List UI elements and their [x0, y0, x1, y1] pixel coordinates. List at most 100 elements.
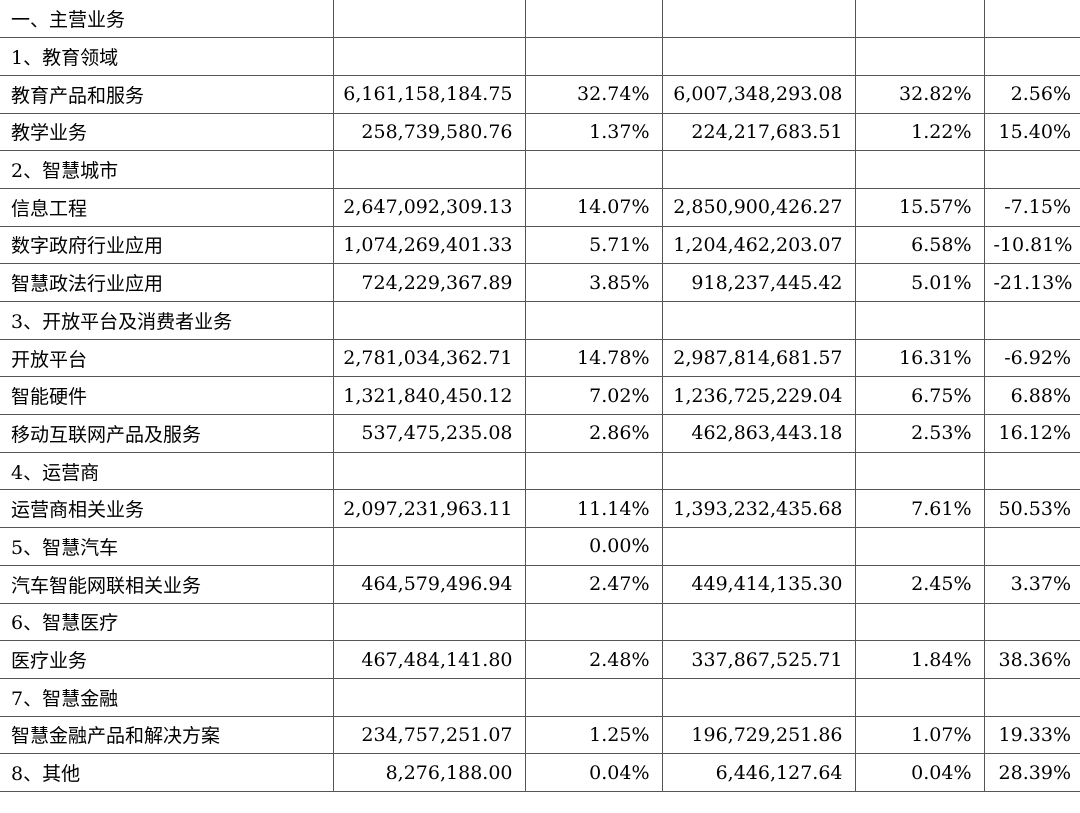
- value-cell: 15.57%: [854, 187, 985, 227]
- value-cell: 196,729,251.86: [661, 715, 856, 755]
- value-cell: [854, 602, 985, 642]
- value-cell: -7.15%: [983, 187, 1080, 227]
- value-cell: 6.58%: [854, 225, 985, 265]
- value-cell: 537,475,235.08: [332, 414, 526, 453]
- value-cell: 449,414,135.30: [661, 564, 856, 604]
- value-cell: [332, 451, 526, 491]
- value-cell: 464,579,496.94: [332, 564, 526, 604]
- value-cell: [983, 301, 1080, 340]
- value-cell: 1.25%: [524, 715, 663, 755]
- value-cell: [524, 0, 663, 39]
- row-label-cell: 8、其他: [0, 753, 334, 792]
- row-label-cell: 智能硬件: [0, 376, 334, 416]
- value-cell: 6.75%: [854, 376, 985, 416]
- table-row: 移动互联网产品及服务 537,475,235.08 2.86% 462,863,443…: [0, 414, 1080, 453]
- value-cell: 462,863,443.18: [661, 414, 856, 453]
- table-row: 5、智慧汽车 0.00%: [0, 527, 1080, 566]
- value-cell: -21.13%: [983, 263, 1080, 302]
- value-cell: 2.47%: [524, 564, 663, 604]
- value-cell: 3.85%: [524, 263, 663, 302]
- value-cell: 2.53%: [854, 414, 985, 453]
- value-cell: [983, 677, 1080, 717]
- row-label-cell: 数字政府行业应用: [0, 225, 334, 265]
- table-row: 医疗业务 467,484,141.80 2.48% 337,867,525.71 1.8…: [0, 640, 1080, 679]
- table-row: 智慧政法行业应用 724,229,367.89 3.85% 918,237,445.4…: [0, 263, 1080, 302]
- value-cell: 6,007,348,293.08: [661, 74, 856, 114]
- value-cell: 5.01%: [854, 263, 985, 302]
- value-cell: 1,236,725,229.04: [661, 376, 856, 416]
- row-label-cell: 信息工程: [0, 187, 334, 227]
- value-cell: [332, 677, 526, 717]
- value-cell: 918,237,445.42: [661, 263, 856, 302]
- value-cell: 32.74%: [524, 74, 663, 114]
- value-cell: [854, 37, 985, 76]
- table-body: 一、主营业务 1、教育领域 教育产品和服务 6,161,158,184.75 32.74…: [0, 0, 1080, 792]
- value-cell: [661, 451, 856, 491]
- value-cell: [854, 150, 985, 189]
- value-cell: 32.82%: [854, 74, 985, 114]
- revenue-table: 一、主营业务 1、教育领域 教育产品和服务 6,161,158,184.75 32.74…: [0, 0, 1080, 792]
- value-cell: [332, 301, 526, 340]
- value-cell: 6,446,127.64: [661, 753, 856, 792]
- value-cell: 3.37%: [983, 564, 1080, 604]
- value-cell: 1,321,840,450.12: [332, 376, 526, 416]
- row-label-cell: 6、智慧医疗: [0, 602, 334, 642]
- value-cell: [854, 527, 985, 566]
- value-cell: 14.78%: [524, 338, 663, 378]
- value-cell: 15.40%: [983, 112, 1080, 152]
- value-cell: 224,217,683.51: [661, 112, 856, 152]
- row-label-cell: 智慧政法行业应用: [0, 263, 334, 302]
- value-cell: [332, 37, 526, 76]
- value-cell: [983, 451, 1080, 491]
- value-cell: 50.53%: [983, 489, 1080, 529]
- row-label-cell: 2、智慧城市: [0, 150, 334, 189]
- value-cell: [661, 677, 856, 717]
- value-cell: 28.39%: [983, 753, 1080, 792]
- value-cell: 0.04%: [524, 753, 663, 792]
- value-cell: 16.12%: [983, 414, 1080, 453]
- value-cell: [332, 527, 526, 566]
- value-cell: [854, 301, 985, 340]
- row-label-cell: 教育产品和服务: [0, 74, 334, 114]
- table-row: 信息工程 2,647,092,309.13 14.07% 2,850,900,426.…: [0, 187, 1080, 227]
- row-label-cell: 7、智慧金融: [0, 677, 334, 717]
- value-cell: 7.02%: [524, 376, 663, 416]
- row-label-cell: 教学业务: [0, 112, 334, 152]
- table-row: 智能硬件 1,321,840,450.12 7.02% 1,236,725,229.0…: [0, 376, 1080, 416]
- value-cell: [661, 37, 856, 76]
- row-label-cell: 4、运营商: [0, 451, 334, 491]
- value-cell: 1.37%: [524, 112, 663, 152]
- value-cell: 1.22%: [854, 112, 985, 152]
- value-cell: [983, 0, 1080, 39]
- table-row: 开放平台 2,781,034,362.71 14.78% 2,987,814,681.…: [0, 338, 1080, 378]
- table-row: 4、运营商: [0, 451, 1080, 491]
- table-row: 3、开放平台及消费者业务: [0, 301, 1080, 340]
- value-cell: 16.31%: [854, 338, 985, 378]
- value-cell: [983, 527, 1080, 566]
- value-cell: 2.45%: [854, 564, 985, 604]
- value-cell: [524, 677, 663, 717]
- value-cell: 6.88%: [983, 376, 1080, 416]
- value-cell: 2,850,900,426.27: [661, 187, 856, 227]
- value-cell: [661, 0, 856, 39]
- table-row: 运营商相关业务 2,097,231,963.11 11.14% 1,393,232,4…: [0, 489, 1080, 529]
- value-cell: 1,204,462,203.07: [661, 225, 856, 265]
- value-cell: 2.48%: [524, 640, 663, 679]
- table-row: 教育产品和服务 6,161,158,184.75 32.74% 6,007,348,2…: [0, 74, 1080, 114]
- table-row: 一、主营业务: [0, 0, 1080, 39]
- value-cell: 467,484,141.80: [332, 640, 526, 679]
- value-cell: 1,074,269,401.33: [332, 225, 526, 265]
- row-label-cell: 移动互联网产品及服务: [0, 414, 334, 453]
- value-cell: [524, 602, 663, 642]
- value-cell: 5.71%: [524, 225, 663, 265]
- value-cell: 2,987,814,681.57: [661, 338, 856, 378]
- value-cell: 14.07%: [524, 187, 663, 227]
- table-row: 7、智慧金融: [0, 677, 1080, 717]
- value-cell: [524, 37, 663, 76]
- value-cell: 7.61%: [854, 489, 985, 529]
- value-cell: [332, 0, 526, 39]
- value-cell: 38.36%: [983, 640, 1080, 679]
- value-cell: 8,276,188.00: [332, 753, 526, 792]
- row-label-cell: 5、智慧汽车: [0, 527, 334, 566]
- row-label-cell: 运营商相关业务: [0, 489, 334, 529]
